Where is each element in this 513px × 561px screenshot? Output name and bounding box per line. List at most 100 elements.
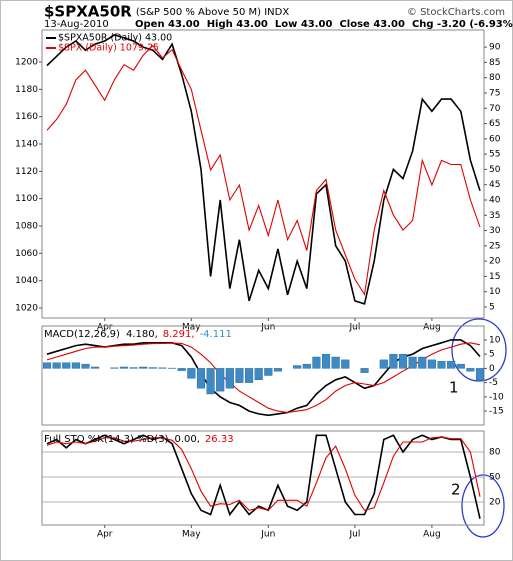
annotation: 1 (449, 379, 459, 397)
histogram-bar (331, 356, 340, 369)
histogram-bar (466, 368, 475, 372)
y2-tick-label: 40 (489, 195, 501, 205)
histogram-bar (264, 368, 273, 376)
quote-field: High 43.00 (207, 19, 268, 30)
y2-tick-label: 50 (489, 473, 501, 483)
legend-label: 8.291, (163, 329, 195, 340)
panel-title: Full STO %K(14,3) %D(3) (44, 434, 169, 445)
annotation-ring (451, 318, 507, 382)
histogram-bar (235, 368, 244, 383)
histogram-bar (139, 366, 148, 369)
histogram-bar (62, 362, 71, 369)
panel-title: MACD(12,26,9) (44, 329, 120, 340)
x-tick-label: Jun (260, 323, 275, 333)
y2-tick-label: 0 (489, 364, 495, 374)
histogram-bar (206, 368, 215, 395)
histogram-bar (81, 363, 90, 369)
histogram-bar (273, 368, 282, 372)
x-tick-label: Aug (423, 530, 441, 540)
y-tick-label: 1180 (15, 85, 38, 95)
series-line (46, 44, 481, 296)
histogram-bar (341, 359, 350, 369)
x-tick-label: Jun (260, 530, 275, 540)
y-tick-label: 1080 (15, 222, 38, 232)
panel-frame (41, 430, 485, 526)
y2-tick-label: 45 (489, 180, 500, 190)
legend-label: 0.00, (174, 434, 199, 445)
legend-label: -4.111 (200, 329, 232, 340)
y2-tick-label: -5 (489, 378, 498, 388)
quote-field: Low 43.00 (275, 19, 333, 30)
legend-label: $SPXA50R (Daily) 43.00 (58, 33, 172, 44)
histogram-bar (427, 359, 436, 369)
y2-tick-label: 75 (489, 88, 500, 98)
legend-label: 4.180, (126, 329, 158, 340)
symbol-title: $SPXA50R (44, 3, 132, 21)
plot-area (46, 34, 481, 305)
histogram-bar (71, 362, 80, 369)
x-tick-label: Apr (97, 530, 113, 540)
histogram-bar (408, 356, 417, 369)
histogram-bar (312, 356, 321, 369)
series-line (46, 342, 481, 414)
y2-tick-label: 10 (489, 287, 501, 297)
histogram-bar (42, 362, 52, 369)
y2-tick-label: -10 (489, 392, 504, 402)
plot-area (46, 434, 481, 519)
histogram-bar (437, 361, 446, 369)
histogram-bar (254, 368, 263, 380)
histogram-bar (148, 367, 157, 369)
histogram-bar (456, 363, 465, 369)
y-tick-label: 1100 (15, 194, 38, 204)
histogram-bar (158, 367, 167, 369)
y2-tick-label: 5 (489, 302, 495, 312)
histogram-bar (187, 368, 196, 379)
histogram-bar (245, 368, 254, 383)
y2-tick-label: 80 (489, 448, 501, 458)
y-tick-label: 1160 (15, 112, 38, 122)
y2-tick-label: 85 (489, 58, 500, 68)
y2-tick-label: 60 (489, 134, 501, 144)
panel-frame (41, 29, 485, 319)
x-tick-label: May (182, 530, 201, 540)
quote-date: 13-Aug-2010 (44, 19, 109, 30)
y2-tick-label: 15 (489, 272, 500, 282)
annotation-ring (461, 474, 505, 538)
x-tick-label: Aug (423, 323, 441, 333)
x-tick-label: Apr (97, 323, 113, 333)
y2-tick-label: 10 (489, 335, 501, 345)
y2-tick-label: -15 (489, 407, 504, 417)
x-tick-label: Jul (348, 530, 360, 540)
histogram-bar (177, 368, 186, 371)
y2-tick-label: 65 (489, 119, 500, 129)
y2-tick-label: 30 (489, 226, 501, 236)
y-tick-label: 1020 (15, 304, 38, 314)
quote-field: Close 43.00 (339, 19, 405, 30)
series-line (46, 436, 481, 511)
histogram-bar (91, 366, 100, 369)
credit: © StockCharts.com (407, 7, 505, 18)
histogram-bar (398, 353, 408, 369)
y2-tick-label: 20 (489, 257, 501, 267)
y2-tick-label: 80 (489, 73, 501, 83)
y2-tick-label: 55 (489, 150, 500, 160)
histogram-bar (321, 353, 331, 369)
plot-area (42, 339, 484, 417)
series-line (46, 339, 481, 417)
quote-field: Chg -3.20 (-6.93%) (412, 19, 513, 30)
histogram-bar (302, 363, 311, 369)
y2-tick-label: 50 (489, 165, 501, 175)
histogram-bar (110, 367, 119, 369)
series-line (46, 434, 481, 519)
histogram-bar (52, 362, 61, 369)
histogram-bar (225, 368, 234, 389)
histogram-bar (129, 367, 138, 369)
symbol-subtitle: (S&P 500 % Above 50 M) INDX (136, 7, 289, 18)
histogram-bar (293, 365, 302, 369)
y-tick-label: 1120 (15, 167, 38, 177)
y-tick-label: 1040 (15, 276, 38, 286)
y2-tick-label: 70 (489, 104, 501, 114)
y-tick-label: 1200 (15, 57, 38, 67)
